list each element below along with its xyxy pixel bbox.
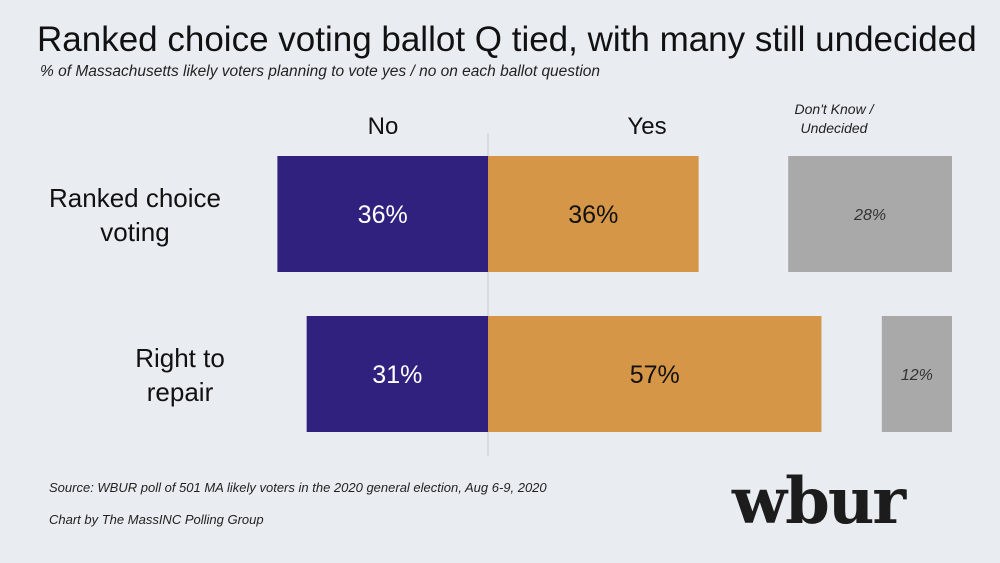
bar-label-undecided: 28%	[853, 207, 886, 224]
bar-label-no: 31%	[372, 361, 422, 389]
source-note: Source: WBUR poll of 501 MA likely voter…	[49, 480, 547, 495]
bar-no	[306, 316, 488, 432]
column-header-no: No	[367, 113, 399, 140]
chart-title: Ranked choice voting ballot Q tied, with…	[37, 20, 977, 59]
row-label-right-to-repair: Right to repair	[135, 343, 225, 407]
wbur-logo: wbur	[732, 464, 906, 539]
bar-yes	[488, 316, 822, 432]
column-header-undecided: Don't Know / Undecided	[794, 101, 874, 136]
bar-yes	[488, 156, 699, 272]
chart-credit: Chart by The MassINC Polling Group	[49, 512, 264, 527]
bar-undecided	[788, 156, 952, 272]
column-header-yes: Yes	[627, 113, 667, 140]
bar-label-no: 36%	[358, 201, 408, 229]
bar-no	[277, 156, 488, 272]
chart-subtitle: % of Massachusetts likely voters plannin…	[40, 63, 601, 80]
bar-label-yes: 57%	[630, 361, 680, 389]
bar-label-yes: 36%	[568, 201, 618, 229]
bar-undecided	[881, 316, 952, 432]
bar-label-undecided: 12%	[901, 367, 933, 384]
row-label-ranked-choice: Ranked choice voting	[49, 183, 221, 247]
